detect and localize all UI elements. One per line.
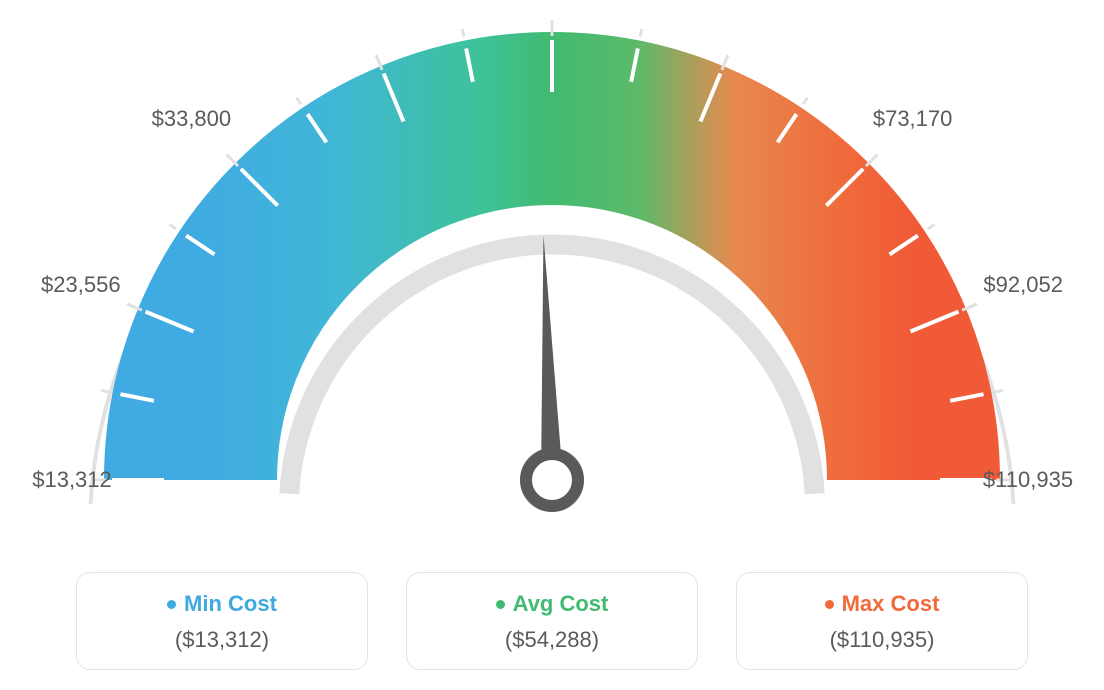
legend-title-avg: Avg Cost (496, 591, 609, 617)
cost-gauge-chart: $13,312$23,556$33,800$54,288$73,170$92,0… (0, 0, 1104, 690)
legend-value-max: ($110,935) (737, 627, 1027, 653)
legend-label-max: Max Cost (842, 591, 940, 617)
legend-card-max: Max Cost ($110,935) (736, 572, 1028, 670)
gauge-scale-label: $92,052 (983, 272, 1063, 298)
gauge-scale-label: $33,800 (152, 106, 232, 132)
dot-avg-icon (496, 600, 505, 609)
gauge-scale-label: $110,935 (983, 467, 1073, 493)
legend-title-max: Max Cost (825, 591, 940, 617)
legend-card-min: Min Cost ($13,312) (76, 572, 368, 670)
dot-min-icon (167, 600, 176, 609)
legend-label-avg: Avg Cost (513, 591, 609, 617)
legend-value-min: ($13,312) (77, 627, 367, 653)
legend-value-avg: ($54,288) (407, 627, 697, 653)
legend-label-min: Min Cost (184, 591, 277, 617)
legend-row: Min Cost ($13,312) Avg Cost ($54,288) Ma… (0, 572, 1104, 670)
gauge-svg (0, 0, 1104, 560)
dot-max-icon (825, 600, 834, 609)
legend-title-min: Min Cost (167, 591, 277, 617)
legend-card-avg: Avg Cost ($54,288) (406, 572, 698, 670)
gauge-scale-label: $73,170 (873, 106, 953, 132)
gauge-scale-label: $23,556 (41, 272, 121, 298)
gauge-scale-label: $13,312 (32, 467, 112, 493)
